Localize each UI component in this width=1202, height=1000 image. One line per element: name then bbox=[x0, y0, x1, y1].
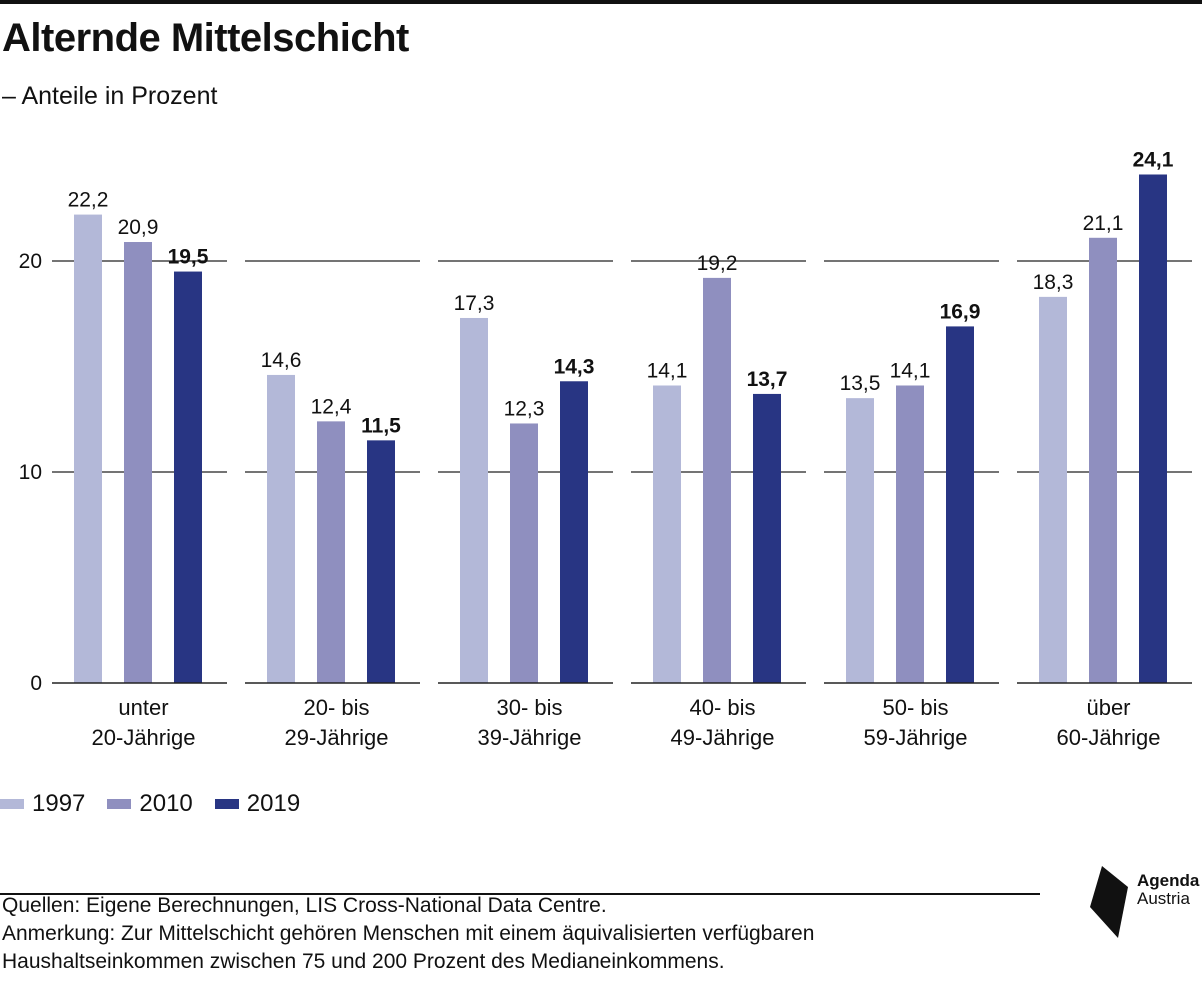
data-label-2019-group-3: 14,3 bbox=[554, 355, 595, 378]
data-label-2010-group-1: 20,9 bbox=[118, 216, 159, 239]
y-tick-label-10: 10 bbox=[19, 461, 42, 484]
legend-item-2010: 2010 bbox=[107, 790, 193, 818]
bar-2019-group-5 bbox=[946, 326, 974, 683]
bar-2010-group-1 bbox=[124, 242, 152, 683]
legend-label-2010: 2010 bbox=[139, 790, 193, 817]
bar-2010-group-4 bbox=[703, 277, 731, 683]
chart-subtitle: – Anteile in Prozent bbox=[2, 82, 218, 110]
category-label-group-5-line-2: 59-Jährige bbox=[864, 725, 968, 750]
data-label-1997-group-2: 14,6 bbox=[261, 349, 302, 372]
category-label-group-5-line-1: 50- bis bbox=[882, 695, 948, 720]
category-label-group-6-line-1: über bbox=[1086, 695, 1130, 720]
bar-2010-group-5 bbox=[896, 385, 924, 683]
legend: 1997 2010 2019 bbox=[0, 790, 322, 818]
chart-title: Alternde Mittelschicht bbox=[2, 16, 409, 60]
category-label-group-4-line-2: 49-Jährige bbox=[671, 725, 775, 750]
category-label-group-1-line-2: 20-Jährige bbox=[92, 725, 196, 750]
legend-swatch-2010 bbox=[107, 799, 132, 809]
bar-1997-group-1 bbox=[74, 214, 102, 683]
legend-item-1997: 1997 bbox=[0, 790, 85, 818]
bar-2019-group-2 bbox=[367, 440, 395, 683]
bar-2010-group-2 bbox=[317, 421, 345, 683]
top-rule bbox=[0, 0, 1202, 4]
agenda-austria-logo bbox=[1090, 866, 1128, 938]
category-label-group-2-line-2: 29-Jährige bbox=[285, 725, 389, 750]
data-label-2010-group-5: 14,1 bbox=[890, 359, 931, 382]
data-label-2019-group-4: 13,7 bbox=[747, 368, 788, 391]
category-label-group-6-line-2: 60-Jährige bbox=[1057, 725, 1161, 750]
data-label-2010-group-2: 12,4 bbox=[311, 395, 352, 418]
bar-2019-group-1 bbox=[174, 271, 202, 683]
data-label-1997-group-1: 22,2 bbox=[68, 189, 109, 212]
data-label-2019-group-5: 16,9 bbox=[940, 300, 981, 323]
data-label-1997-group-5: 13,5 bbox=[840, 372, 881, 395]
logo-line1: Agenda bbox=[1137, 871, 1200, 890]
bottom-rule bbox=[0, 893, 1040, 895]
category-label-group-3-line-1: 30- bis bbox=[496, 695, 562, 720]
data-label-2010-group-3: 12,3 bbox=[504, 397, 545, 420]
bar-2019-group-3 bbox=[560, 381, 588, 683]
bar-1997-group-4 bbox=[653, 385, 681, 683]
legend-label-1997: 1997 bbox=[32, 790, 86, 817]
data-label-2010-group-6: 21,1 bbox=[1083, 212, 1124, 235]
category-label-group-3-line-2: 39-Jährige bbox=[478, 725, 582, 750]
bar-1997-group-2 bbox=[267, 374, 295, 683]
bar-1997-group-6 bbox=[1039, 296, 1067, 683]
data-label-1997-group-4: 14,1 bbox=[647, 359, 688, 382]
data-label-2019-group-1: 19,5 bbox=[168, 246, 209, 269]
bar-1997-group-3 bbox=[460, 317, 488, 683]
footnote-sources: Quellen: Eigene Berechnungen, LIS Cross-… bbox=[2, 894, 607, 917]
legend-swatch-2019 bbox=[214, 799, 239, 809]
bar-2019-group-4 bbox=[753, 393, 781, 683]
data-label-2010-group-4: 19,2 bbox=[697, 252, 738, 275]
legend-item-2019: 2019 bbox=[214, 790, 301, 818]
data-label-2019-group-6: 24,1 bbox=[1133, 148, 1174, 171]
category-label-group-4-line-1: 40- bis bbox=[689, 695, 755, 720]
y-tick-label-0: 0 bbox=[30, 672, 42, 695]
data-label-2019-group-2: 11,5 bbox=[361, 414, 401, 437]
logo-text: Agenda Austria bbox=[1137, 872, 1199, 908]
footnote-note-line1: Anmerkung: Zur Mittelschicht gehören Men… bbox=[2, 922, 815, 945]
legend-label-2019: 2019 bbox=[246, 790, 301, 817]
bar-chart: 22,2 14,6 17,3 14,1 13,5 18,3 20,9 12,4 12,3 19,2… bbox=[19, 148, 1192, 750]
bar-2010-group-3 bbox=[510, 423, 538, 683]
category-label-group-1-line-1: unter bbox=[118, 695, 168, 720]
logo-line2: Austria bbox=[1137, 889, 1190, 908]
data-label-1997-group-6: 18,3 bbox=[1033, 271, 1074, 294]
bar-2010-group-6 bbox=[1089, 237, 1117, 683]
y-tick-label-20: 20 bbox=[19, 250, 42, 273]
category-label-group-2-line-1: 20- bis bbox=[303, 695, 369, 720]
data-label-1997-group-3: 17,3 bbox=[454, 292, 495, 315]
bar-1997-group-5 bbox=[846, 398, 874, 683]
legend-swatch-1997 bbox=[0, 799, 24, 809]
footnote-note-line2: Haushaltseinkommen zwischen 75 und 200 P… bbox=[2, 950, 725, 973]
bar-2019-group-6 bbox=[1139, 174, 1167, 684]
footnote: Quellen: Eigene Berechnungen, LIS Cross-… bbox=[2, 892, 1042, 976]
